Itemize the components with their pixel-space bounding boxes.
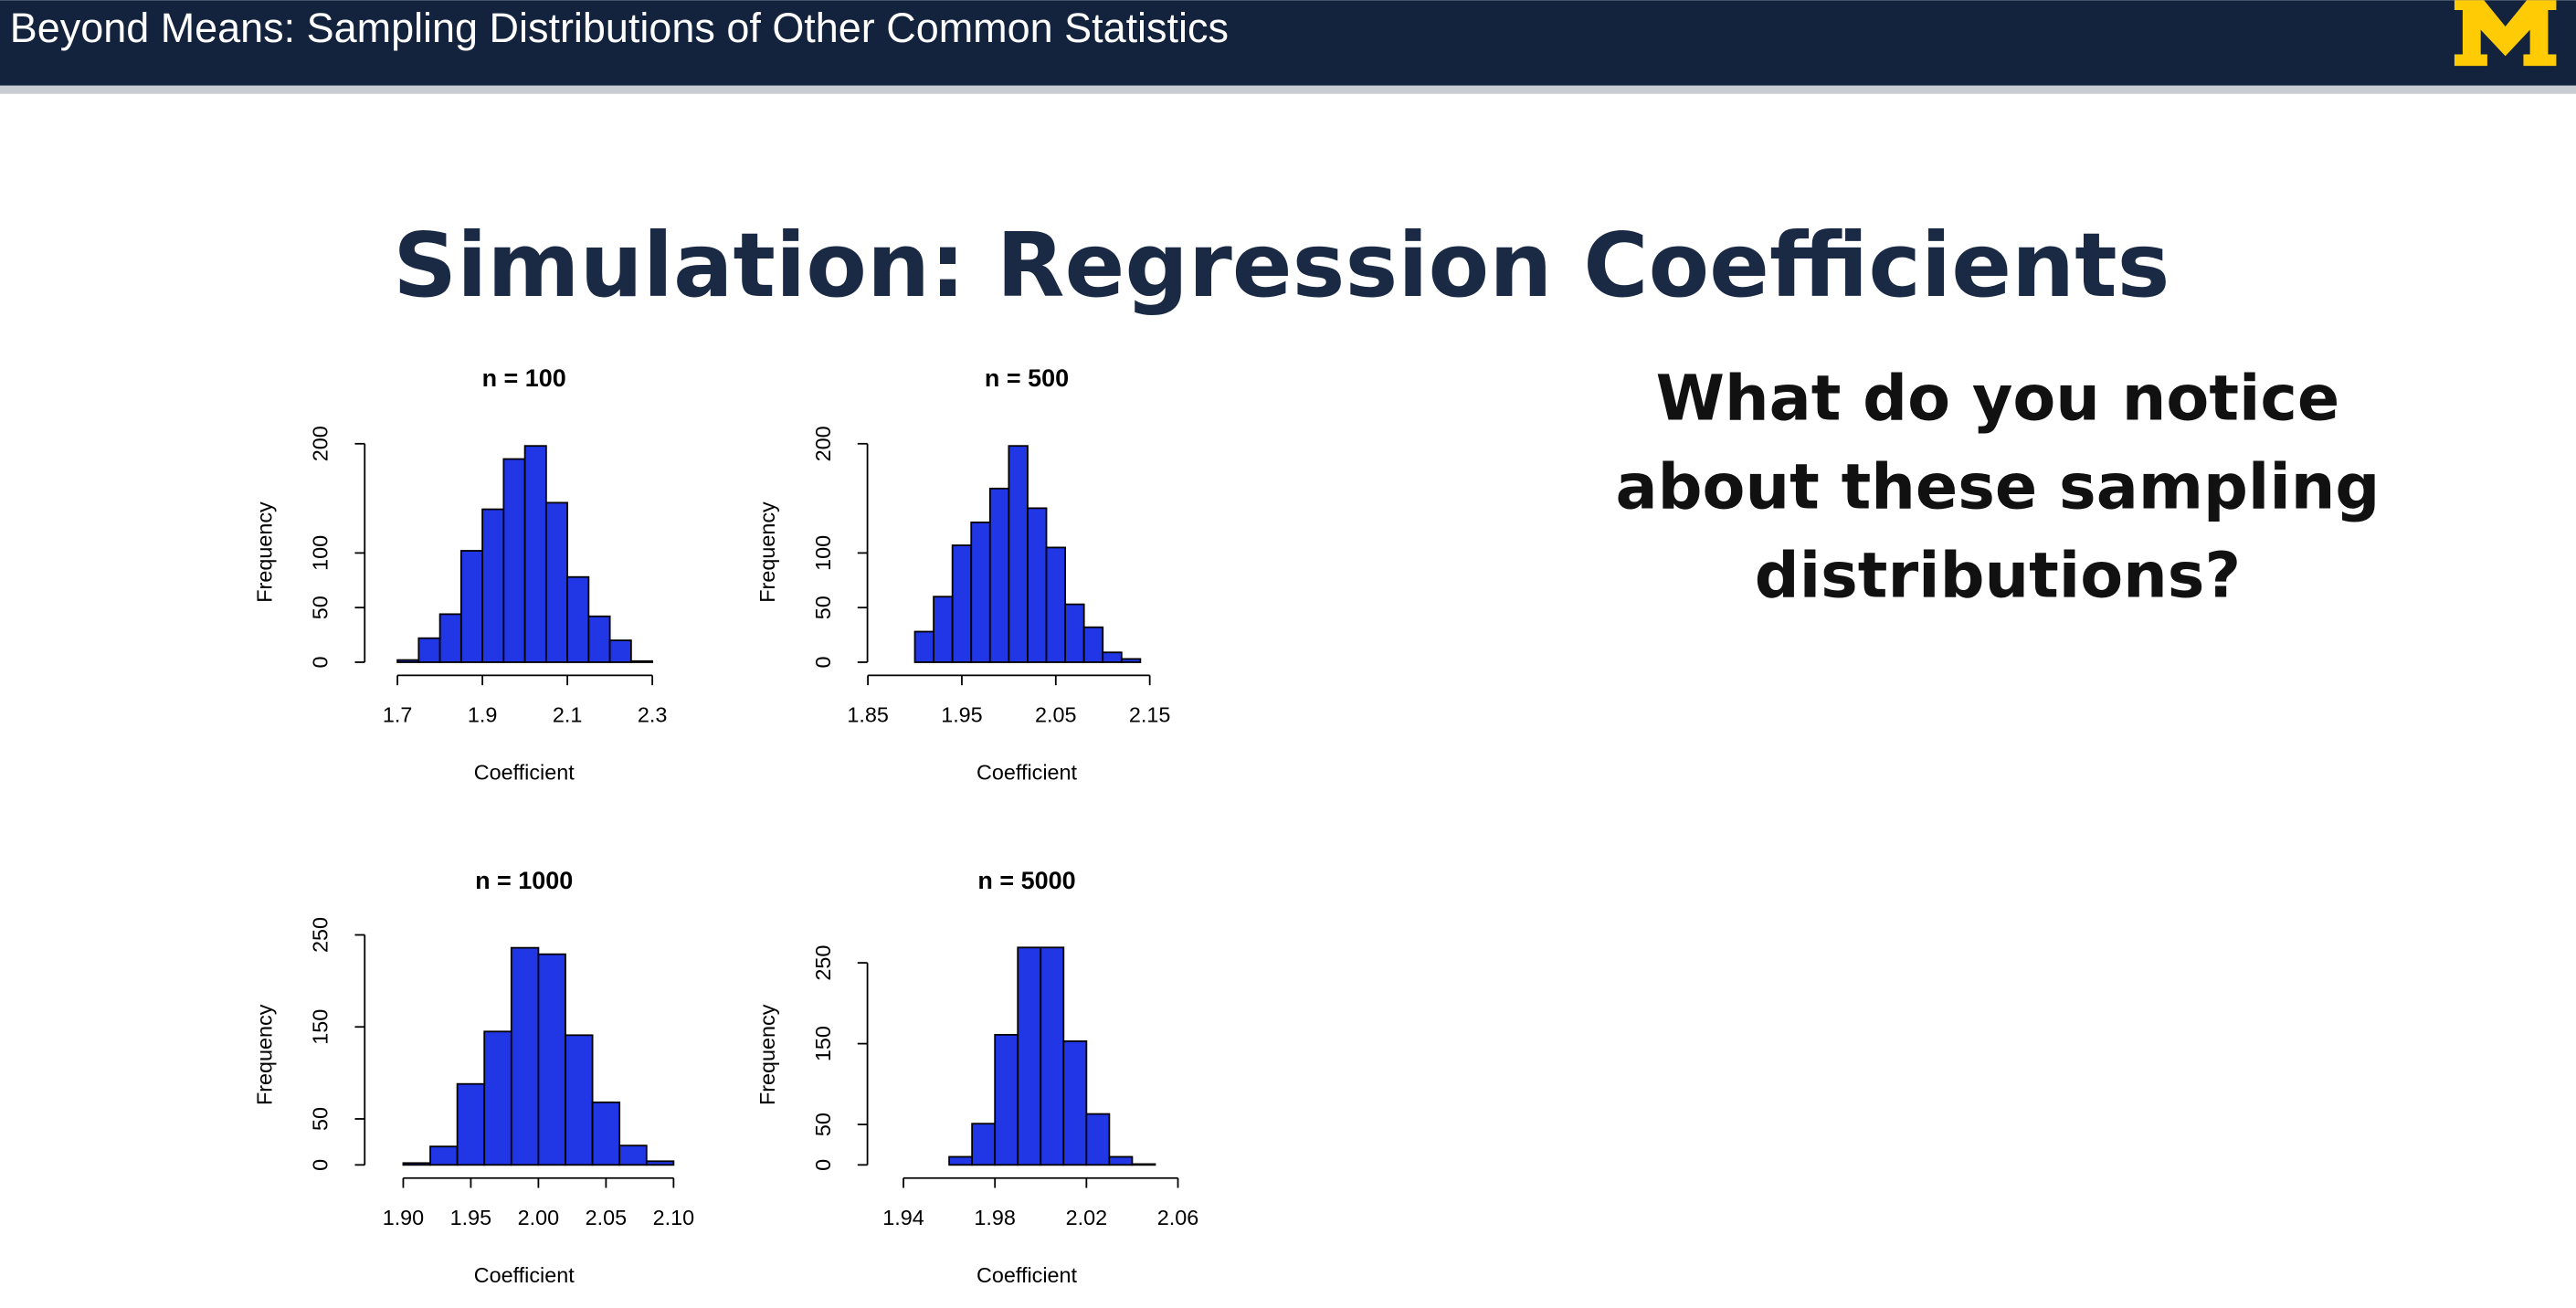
y-tick-label: 200	[811, 426, 835, 461]
bar	[459, 550, 484, 663]
x-tick-label: 2.02	[1066, 1206, 1108, 1229]
y-tick-label: 250	[309, 917, 333, 953]
question-line: distributions?	[1755, 541, 2241, 613]
x-axis-label: Coefficient	[977, 760, 1078, 784]
y-tick-label: 0	[309, 656, 333, 668]
x-tick-label: 1.98	[974, 1206, 1016, 1229]
slide-title: Simulation: Regression Coefficients	[393, 214, 2170, 317]
x-tick-label: 1.85	[847, 703, 889, 727]
y-tick-label: 0	[811, 656, 835, 668]
bar	[971, 1123, 997, 1166]
x-tick-label: 1.95	[450, 1206, 491, 1229]
bar	[591, 1101, 621, 1166]
y-tick-label: 50	[811, 596, 835, 619]
y-tick-label: 150	[811, 1026, 835, 1061]
y-tick-label: 200	[309, 426, 333, 461]
bar	[988, 487, 1010, 663]
y-tick-label: 50	[309, 1107, 333, 1131]
bar	[429, 1145, 459, 1166]
x-tick-label: 2.06	[1157, 1206, 1199, 1229]
bar	[1082, 626, 1104, 663]
bar	[1040, 946, 1065, 1166]
bar	[587, 615, 611, 663]
y-axis-label: Frequency	[253, 1004, 277, 1105]
y-tick-label: 0	[811, 1159, 835, 1171]
y-axis-label: Frequency	[253, 501, 277, 603]
chart-title: n = 500	[985, 364, 1069, 392]
x-tick-label: 1.7	[383, 703, 413, 727]
bar	[1064, 603, 1085, 663]
bar	[1120, 658, 1142, 663]
x-tick-label: 1.95	[941, 703, 983, 727]
y-tick-label: 0	[309, 1159, 333, 1171]
x-tick-label: 1.9	[468, 703, 498, 727]
bar	[1017, 946, 1042, 1166]
bar	[994, 1033, 1019, 1166]
header-title: Beyond Means: Sampling Distributions of …	[10, 5, 1229, 51]
question-line: What do you notice	[1656, 363, 2340, 435]
bar	[483, 1030, 512, 1166]
bar	[1008, 445, 1029, 663]
y-axis-label: Frequency	[755, 501, 779, 603]
bar	[629, 659, 654, 663]
header-bar	[0, 0, 2576, 86]
bar	[481, 508, 505, 663]
bar	[1102, 651, 1123, 663]
y-tick-label: 50	[811, 1113, 835, 1136]
bar	[396, 659, 420, 663]
x-tick-label: 1.90	[383, 1206, 425, 1229]
chart-title: n = 100	[482, 364, 566, 392]
bar	[510, 946, 540, 1166]
y-axis-label: Frequency	[755, 1004, 779, 1105]
bar	[417, 637, 441, 663]
bar	[566, 575, 590, 663]
chart-title: n = 5000	[977, 867, 1075, 894]
bar	[438, 613, 462, 663]
x-tick-label: 2.1	[553, 703, 583, 727]
y-tick-label: 250	[811, 945, 835, 981]
bar	[645, 1160, 675, 1166]
bar	[402, 1162, 431, 1166]
bar	[456, 1082, 486, 1166]
bar	[1062, 1040, 1088, 1166]
x-axis-label: Coefficient	[474, 1263, 575, 1287]
header-shadow	[0, 85, 2576, 94]
y-tick-label: 50	[309, 596, 333, 619]
x-axis-label: Coefficient	[977, 1263, 1078, 1287]
x-axis-label: Coefficient	[474, 760, 575, 784]
x-tick-label: 2.10	[653, 1206, 695, 1229]
bar	[1085, 1113, 1111, 1166]
bar	[544, 501, 569, 663]
bar	[618, 1144, 648, 1166]
bar	[948, 1155, 974, 1166]
bar	[970, 522, 991, 663]
bar	[537, 953, 566, 1166]
y-tick-label: 100	[309, 535, 333, 571]
question-line: about these sampling	[1616, 451, 2381, 523]
bar	[1108, 1155, 1134, 1166]
x-tick-label: 2.3	[638, 703, 668, 727]
logo	[2454, 0, 2557, 67]
x-tick-label: 2.00	[518, 1206, 560, 1229]
x-tick-label: 2.15	[1129, 703, 1171, 727]
bar	[502, 458, 526, 663]
bar	[523, 445, 547, 663]
y-tick-label: 100	[811, 535, 835, 571]
bar	[565, 1034, 594, 1166]
x-tick-label: 1.94	[882, 1206, 924, 1229]
chart-title: n = 1000	[475, 867, 573, 894]
bar	[1045, 546, 1066, 663]
bar	[951, 544, 973, 663]
bar	[608, 639, 632, 663]
x-tick-label: 2.05	[586, 1206, 628, 1229]
bar	[1027, 507, 1048, 663]
bar	[913, 630, 934, 663]
y-tick-label: 150	[309, 1009, 333, 1045]
x-tick-label: 2.05	[1035, 703, 1077, 727]
bar	[1131, 1163, 1156, 1166]
bar	[933, 596, 954, 663]
